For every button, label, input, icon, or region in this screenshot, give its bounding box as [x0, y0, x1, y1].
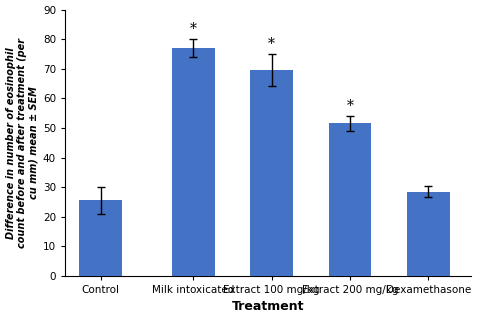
- Bar: [250, 70, 293, 276]
- Text: *: *: [190, 22, 197, 36]
- Y-axis label: Difference in number of eosinophil
count before and after treatment (per
cu mm) : Difference in number of eosinophil count…: [6, 38, 39, 248]
- Text: *: *: [268, 37, 275, 51]
- Bar: [79, 200, 122, 276]
- Bar: [172, 48, 215, 276]
- Bar: [407, 191, 450, 276]
- X-axis label: Treatment: Treatment: [232, 300, 304, 314]
- Bar: [328, 123, 372, 276]
- Text: *: *: [347, 99, 353, 113]
